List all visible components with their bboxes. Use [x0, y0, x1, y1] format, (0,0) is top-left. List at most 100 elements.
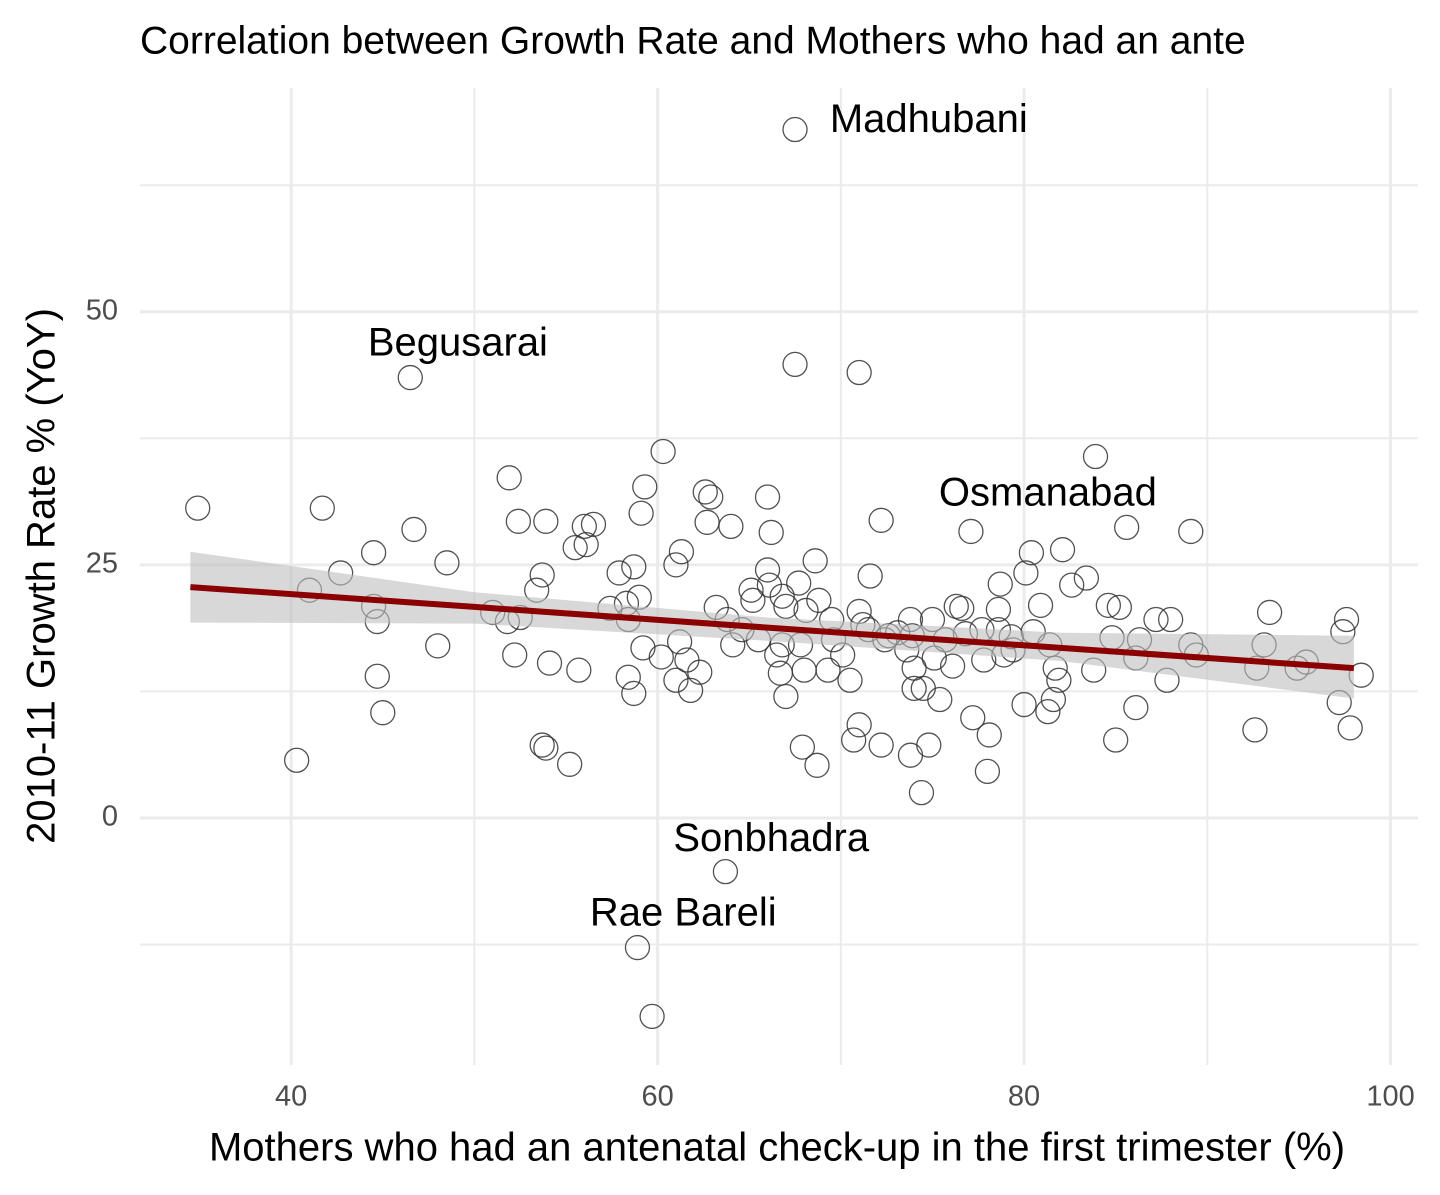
- x-axis-title: Mothers who had an antenatal check-up in…: [209, 1126, 1345, 1170]
- point: [694, 509, 720, 535]
- point: [754, 557, 781, 583]
- point: [1157, 606, 1184, 633]
- point: [756, 572, 783, 598]
- point: [1178, 518, 1204, 545]
- point: [806, 587, 832, 613]
- point: [985, 596, 1012, 623]
- point: [621, 680, 647, 707]
- point: [960, 705, 986, 731]
- point: [758, 519, 784, 546]
- point: [712, 858, 739, 885]
- point: [738, 577, 764, 603]
- point: [769, 583, 795, 609]
- point: [624, 934, 651, 961]
- point: [1114, 514, 1140, 541]
- point: [846, 598, 872, 625]
- point: [782, 116, 808, 143]
- point: [1049, 537, 1076, 563]
- point: [791, 657, 817, 683]
- point: [857, 563, 883, 589]
- point: [505, 508, 532, 534]
- x-tick-label: 100: [1366, 1081, 1414, 1113]
- point: [868, 507, 894, 533]
- point: [360, 540, 387, 566]
- point: [284, 747, 310, 773]
- point: [668, 539, 695, 565]
- point: [846, 712, 872, 738]
- point: [425, 633, 451, 659]
- point: [1123, 694, 1149, 721]
- x-tick-label: 40: [275, 1081, 307, 1113]
- point: [846, 359, 872, 386]
- point: [687, 659, 713, 685]
- point: [976, 722, 1002, 748]
- point: [606, 560, 632, 586]
- point: [185, 495, 211, 521]
- point: [868, 732, 894, 758]
- point: [496, 465, 522, 491]
- x-tick-label: 60: [641, 1081, 673, 1113]
- point: [698, 484, 724, 510]
- point: [949, 595, 975, 622]
- point: [663, 552, 689, 578]
- point: [1095, 592, 1121, 619]
- point: [621, 554, 647, 580]
- point: [502, 642, 528, 668]
- y-tick-label: 0: [102, 801, 118, 833]
- annotation: Madhubani: [830, 97, 1028, 141]
- point: [1027, 592, 1054, 619]
- point: [1011, 691, 1037, 718]
- point: [397, 364, 423, 391]
- point: [529, 562, 555, 588]
- point: [1059, 572, 1085, 598]
- point: [1337, 715, 1363, 741]
- point: [939, 653, 966, 679]
- point: [908, 780, 935, 806]
- point: [571, 513, 597, 540]
- point: [557, 751, 583, 777]
- point: [650, 438, 676, 465]
- point: [434, 550, 460, 576]
- point: [718, 513, 744, 540]
- point: [1040, 686, 1067, 713]
- point: [802, 548, 828, 574]
- point: [974, 758, 1001, 785]
- point: [529, 732, 555, 758]
- point: [786, 570, 812, 596]
- point: [916, 732, 942, 758]
- point: [533, 735, 559, 761]
- point: [1073, 565, 1100, 591]
- point: [1082, 443, 1109, 470]
- point: [740, 587, 766, 613]
- point: [1106, 594, 1132, 621]
- point: [370, 700, 396, 726]
- y-axis-title: 2010-11 Growth Rate % (YoY): [20, 308, 64, 844]
- point: [533, 508, 559, 534]
- point: [573, 531, 599, 558]
- point: [901, 675, 927, 702]
- x-tick-label: 80: [1008, 1081, 1040, 1113]
- point: [566, 657, 592, 683]
- point: [401, 516, 427, 543]
- point: [837, 667, 863, 693]
- point: [1046, 667, 1072, 693]
- point: [630, 635, 656, 661]
- annotation: Sonbhadra: [673, 816, 869, 860]
- point: [615, 664, 641, 690]
- point: [767, 660, 794, 686]
- annotation: Osmanabad: [939, 471, 1157, 515]
- point: [692, 479, 718, 505]
- point: [648, 644, 674, 670]
- point: [1013, 560, 1039, 586]
- point: [626, 584, 652, 610]
- point: [364, 663, 390, 689]
- point: [1103, 727, 1129, 753]
- annotation: Rae Bareli: [590, 891, 777, 935]
- point: [562, 534, 588, 561]
- point: [1143, 606, 1169, 633]
- trend-line: [190, 584, 1355, 672]
- point: [764, 642, 790, 668]
- point: [677, 677, 704, 704]
- point: [789, 734, 816, 760]
